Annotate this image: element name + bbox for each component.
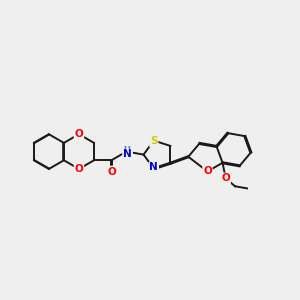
Text: O: O: [203, 167, 212, 176]
Text: O: O: [221, 173, 230, 183]
Text: N: N: [149, 162, 158, 172]
Text: S: S: [150, 136, 158, 146]
Text: O: O: [75, 129, 83, 139]
Text: H: H: [123, 146, 130, 155]
Text: N: N: [123, 149, 132, 159]
Text: O: O: [75, 164, 83, 174]
Text: O: O: [107, 167, 116, 176]
